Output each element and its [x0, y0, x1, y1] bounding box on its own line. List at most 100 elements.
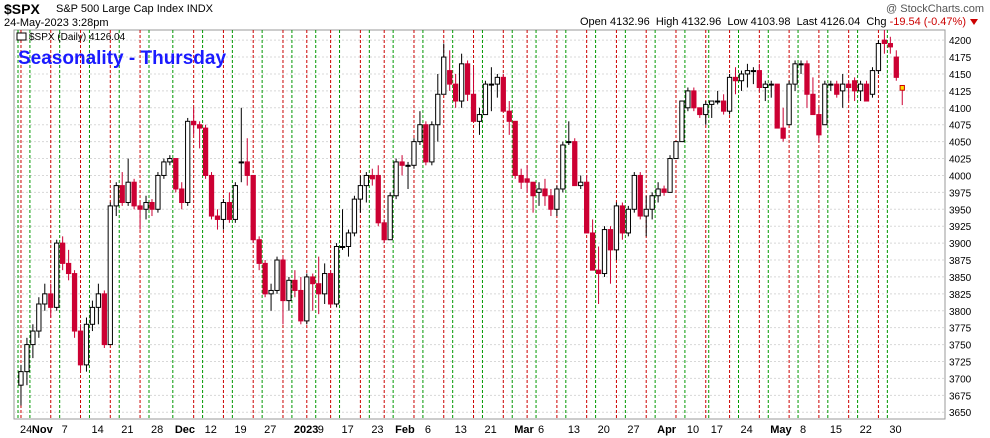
candle-body [417, 124, 423, 143]
candle [208, 172, 215, 220]
candle [655, 182, 661, 203]
x-tick-label: 14 [91, 424, 103, 436]
candle [542, 178, 548, 206]
candle [453, 73, 459, 108]
candle [54, 239, 60, 311]
candle [441, 43, 447, 95]
candle-body [131, 181, 137, 207]
candle-body [726, 76, 733, 112]
candle-body [554, 188, 560, 210]
candle-body [262, 262, 268, 295]
candle [637, 172, 643, 220]
candle [423, 121, 429, 166]
x-tick-label: 12 [205, 424, 217, 436]
candle [83, 317, 90, 372]
x-tick-label: 27 [627, 424, 639, 436]
candle [589, 219, 596, 271]
candle-body [691, 90, 697, 109]
candle-body [24, 344, 30, 373]
candle-body [464, 63, 471, 95]
y-axis: 3650 3675 3700 3725 3750 3775 3800 3825 3850 3875… [949, 36, 972, 419]
candle-body [161, 161, 167, 176]
candle [720, 94, 727, 115]
candle [762, 80, 768, 102]
candle [167, 155, 173, 166]
candle [107, 202, 113, 346]
candle-body [202, 127, 209, 176]
y-tick-label: 3800 [949, 307, 972, 318]
candle [899, 84, 905, 106]
candle [518, 168, 524, 189]
candle [536, 182, 542, 206]
candle [667, 155, 673, 193]
legend-text: $SPX (Daily) 4126.04 [29, 32, 126, 43]
candle-body [304, 276, 310, 322]
candle-body [732, 76, 739, 82]
y-tick-label: 4075 [949, 121, 972, 132]
candle [560, 141, 566, 193]
candle-body [429, 124, 435, 163]
x-tick-label: 21 [121, 424, 133, 436]
candle-body [851, 80, 858, 92]
candle-body [518, 174, 524, 183]
candle [24, 337, 30, 386]
high-value: 4132.96 [681, 16, 722, 28]
candle [548, 188, 554, 217]
legend-swatch-icon [16, 32, 27, 41]
candle-body [137, 205, 143, 210]
candle-body [292, 279, 298, 291]
candle [673, 141, 679, 160]
candle [149, 199, 155, 217]
candle [101, 290, 107, 348]
candle [60, 236, 66, 271]
candle-body [673, 141, 679, 160]
candle [780, 107, 786, 142]
candle-body [89, 306, 96, 325]
x-tick-label: 24 [20, 424, 32, 436]
candle-body [530, 181, 536, 197]
candle-body [774, 83, 780, 129]
candle [840, 73, 846, 108]
candle [447, 50, 453, 91]
candle [304, 273, 310, 325]
x-tick-label: 17 [711, 424, 723, 436]
candle [726, 73, 733, 115]
candle [369, 168, 375, 186]
x-tick-label: 28 [151, 424, 163, 436]
candle [715, 90, 721, 105]
y-tick-label: 3875 [949, 256, 972, 267]
chg-label: Chg [866, 16, 887, 28]
candle [851, 77, 858, 102]
low-label: Low [727, 16, 748, 28]
candle [661, 185, 667, 196]
candle [48, 283, 54, 318]
candle [435, 73, 441, 142]
candle-body [863, 83, 870, 102]
candle-body [101, 293, 107, 346]
candle [274, 256, 280, 294]
candle-body [327, 273, 334, 305]
y-tick-label: 3975 [949, 188, 972, 199]
candle [732, 67, 739, 95]
candle-body [703, 103, 709, 116]
candle [750, 67, 757, 85]
candle-body [298, 289, 304, 322]
candle-body [30, 330, 36, 346]
candle-body [179, 188, 185, 204]
candle [238, 107, 244, 183]
candle-body [643, 208, 649, 217]
symbol-label: $SPX [4, 1, 40, 17]
candle [709, 100, 715, 118]
candle [298, 276, 304, 325]
x-tick-label: Nov [32, 424, 54, 436]
candle [77, 324, 84, 372]
candle-body [119, 185, 125, 204]
candle-body [65, 262, 72, 275]
y-tick-label: 3775 [949, 324, 972, 335]
grid-lines [14, 39, 945, 413]
candle [458, 53, 465, 108]
copyright-label: @ StockCharts.com [886, 3, 984, 15]
candle-body [167, 158, 173, 163]
candle-body [441, 56, 447, 95]
